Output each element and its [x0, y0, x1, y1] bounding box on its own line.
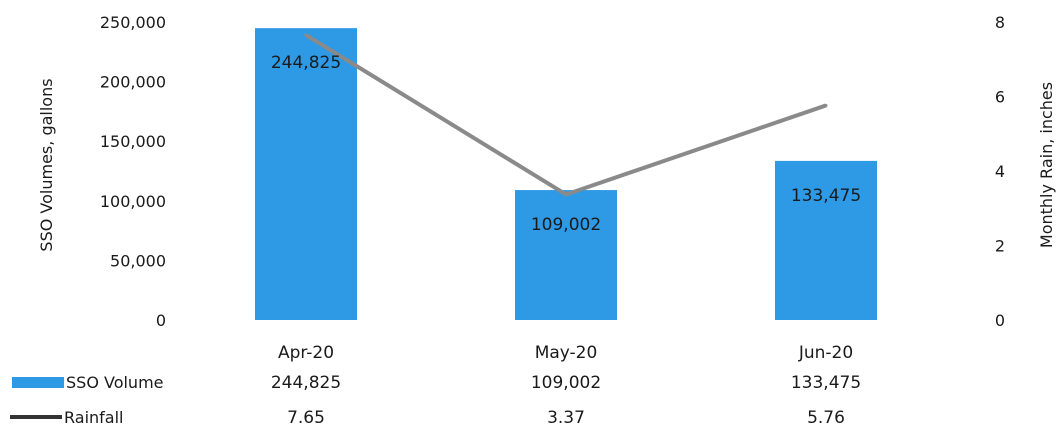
bar-data-label: 133,475	[791, 186, 861, 206]
right-tick-label: 6	[995, 88, 1005, 107]
table-cell-sso-volume: 133,475	[791, 373, 861, 393]
bar-data-label: 244,825	[271, 53, 341, 73]
left-axis-ticks: 0 50,000 100,000 150,000 200,000 250,000	[100, 13, 166, 330]
rainfall-point	[304, 33, 308, 37]
left-tick-label: 0	[156, 311, 166, 330]
table-cell-rainfall: 3.37	[547, 408, 585, 428]
bar-labels-group: 244,825 109,002 133,475	[271, 53, 861, 235]
left-tick-label: 100,000	[100, 192, 166, 211]
rainfall-line-group	[304, 33, 828, 197]
data-table: SSO Volume Rainfall 244,825 109,002 133,475 7…	[10, 373, 861, 428]
table-cell-sso-volume: 244,825	[271, 373, 341, 393]
bar-data-label: 109,002	[531, 215, 601, 235]
left-tick-label: 150,000	[100, 132, 166, 151]
legend-label-rainfall: Rainfall	[64, 408, 123, 427]
rainfall-point	[564, 192, 568, 196]
category-label: Jun-20	[798, 343, 853, 363]
right-tick-label: 0	[995, 311, 1005, 330]
sso-volume-bar	[775, 160, 877, 320]
bars-group	[255, 28, 877, 320]
table-cell-sso-volume: 109,002	[531, 373, 601, 393]
right-axis-title: Monthly Rain, inches	[1037, 82, 1056, 248]
rainfall-line	[304, 33, 827, 197]
rainfall-point	[824, 103, 828, 107]
category-labels: Apr-20 May-20 Jun-20	[278, 343, 853, 363]
table-cell-rainfall: 7.65	[287, 408, 325, 428]
left-tick-label: 50,000	[110, 251, 166, 270]
category-label: Apr-20	[278, 343, 334, 363]
right-tick-label: 4	[995, 162, 1005, 181]
table-cell-rainfall: 5.76	[807, 408, 845, 428]
category-label: May-20	[535, 343, 598, 363]
right-tick-label: 8	[995, 13, 1005, 32]
right-axis-ticks: 0 2 4 6 8	[995, 13, 1005, 330]
legend-label-sso-volume: SSO Volume	[66, 373, 164, 392]
right-tick-label: 2	[995, 237, 1005, 256]
legend-swatch-sso-volume	[12, 377, 64, 388]
sso-volume-bar	[255, 28, 357, 320]
sso-volume-bar	[515, 190, 617, 320]
left-tick-label: 200,000	[100, 73, 166, 92]
left-tick-label: 250,000	[100, 13, 166, 32]
left-axis-title: SSO Volumes, gallons	[37, 78, 56, 251]
